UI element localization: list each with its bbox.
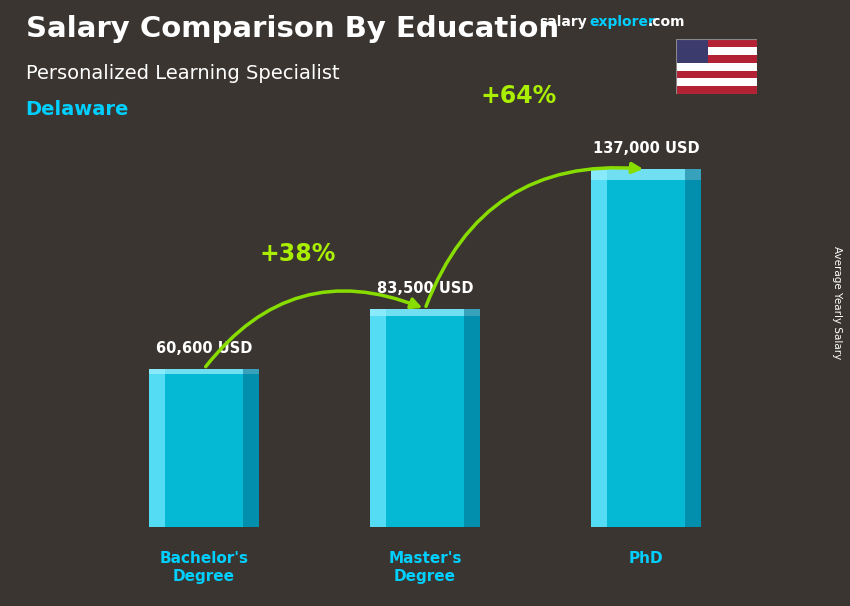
Bar — [676, 39, 708, 63]
Text: Delaware: Delaware — [26, 100, 129, 119]
Bar — [685, 169, 701, 527]
Text: Master's
Degree: Master's Degree — [388, 551, 462, 584]
Bar — [149, 369, 259, 527]
Text: Average Yearly Salary: Average Yearly Salary — [832, 247, 842, 359]
Bar — [591, 169, 701, 527]
Text: +64%: +64% — [480, 84, 557, 108]
Bar — [370, 309, 480, 527]
Text: salary: salary — [540, 15, 587, 29]
Bar — [464, 309, 480, 527]
Text: PhD: PhD — [629, 551, 663, 567]
Bar — [676, 47, 756, 55]
Bar — [676, 70, 756, 78]
Text: explorer: explorer — [589, 15, 654, 29]
Text: Personalized Learning Specialist: Personalized Learning Specialist — [26, 64, 339, 82]
Text: +38%: +38% — [259, 242, 336, 267]
Text: 83,500 USD: 83,500 USD — [377, 281, 473, 296]
Bar — [370, 309, 480, 316]
Bar — [591, 169, 701, 180]
Bar — [676, 63, 756, 70]
Bar — [370, 309, 386, 527]
Bar — [676, 78, 756, 86]
Bar — [243, 369, 259, 527]
Text: Salary Comparison By Education: Salary Comparison By Education — [26, 15, 558, 43]
Bar — [676, 86, 756, 94]
Text: 60,600 USD: 60,600 USD — [156, 341, 252, 356]
Text: 137,000 USD: 137,000 USD — [592, 141, 700, 156]
Bar — [676, 39, 756, 47]
Bar — [149, 369, 259, 374]
Bar — [149, 369, 165, 527]
Text: Bachelor's
Degree: Bachelor's Degree — [160, 551, 248, 584]
Bar — [676, 55, 756, 63]
Text: .com: .com — [648, 15, 685, 29]
Bar — [591, 169, 607, 527]
